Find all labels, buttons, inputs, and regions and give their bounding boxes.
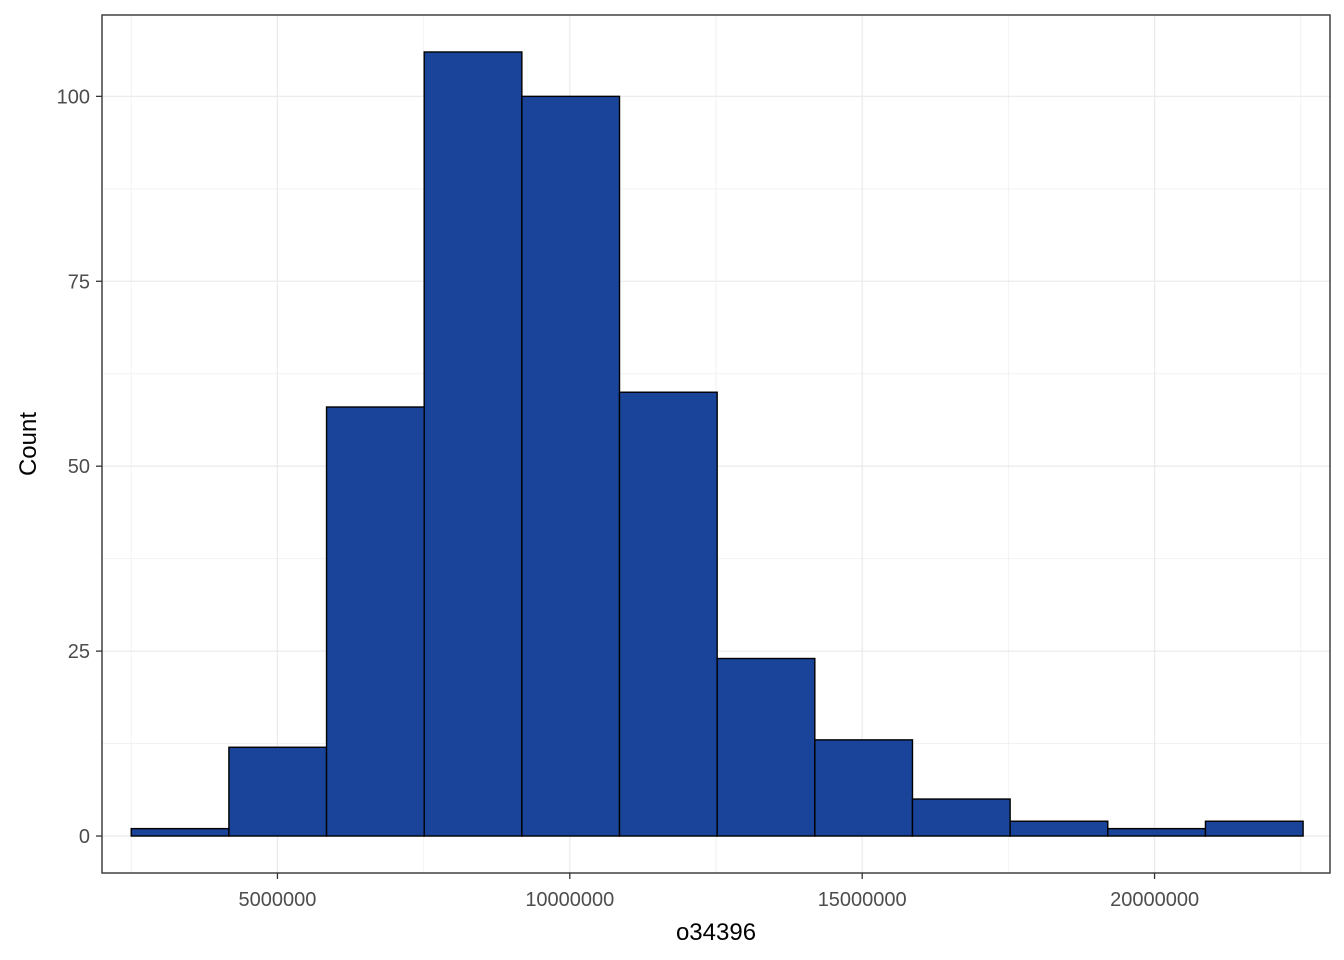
histogram-bar <box>1107 827 1207 837</box>
x-tick-label: 5000000 <box>238 889 316 911</box>
histogram-bar <box>521 95 621 837</box>
histogram-bar <box>130 827 230 837</box>
x-tick-label: 20000000 <box>1110 889 1199 911</box>
plot-panel-border <box>101 14 1331 874</box>
histogram-bar <box>911 798 1011 837</box>
y-tick-label: 75 <box>68 271 90 293</box>
histogram-bar <box>814 739 914 837</box>
histogram-bar <box>325 406 425 837</box>
y-tick-label: 25 <box>68 641 90 663</box>
histogram-bar <box>618 391 718 837</box>
histogram-bar <box>1009 820 1109 837</box>
y-tick-label: 50 <box>68 456 90 478</box>
y-tick-label: 100 <box>57 86 90 108</box>
x-axis-title: o34396 <box>676 919 756 946</box>
y-tick-label: 0 <box>79 826 90 848</box>
x-axis: 5000000 10000000 15000000 20000000 <box>238 873 1199 911</box>
histogram-bar <box>1204 820 1304 837</box>
histogram-bars <box>130 51 1304 837</box>
histogram-bar <box>228 746 328 837</box>
x-tick-label: 10000000 <box>525 889 614 911</box>
histogram-bar <box>423 51 523 837</box>
x-tick-label: 15000000 <box>818 889 907 911</box>
histogram-bar <box>716 657 816 837</box>
y-axis: 0 25 50 75 100 <box>57 86 102 848</box>
y-axis-title: Count <box>15 412 42 476</box>
